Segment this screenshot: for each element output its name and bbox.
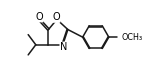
Text: OCH₃: OCH₃: [122, 33, 143, 42]
Text: O: O: [35, 12, 43, 22]
Text: O: O: [52, 12, 60, 22]
Text: N: N: [60, 42, 67, 52]
